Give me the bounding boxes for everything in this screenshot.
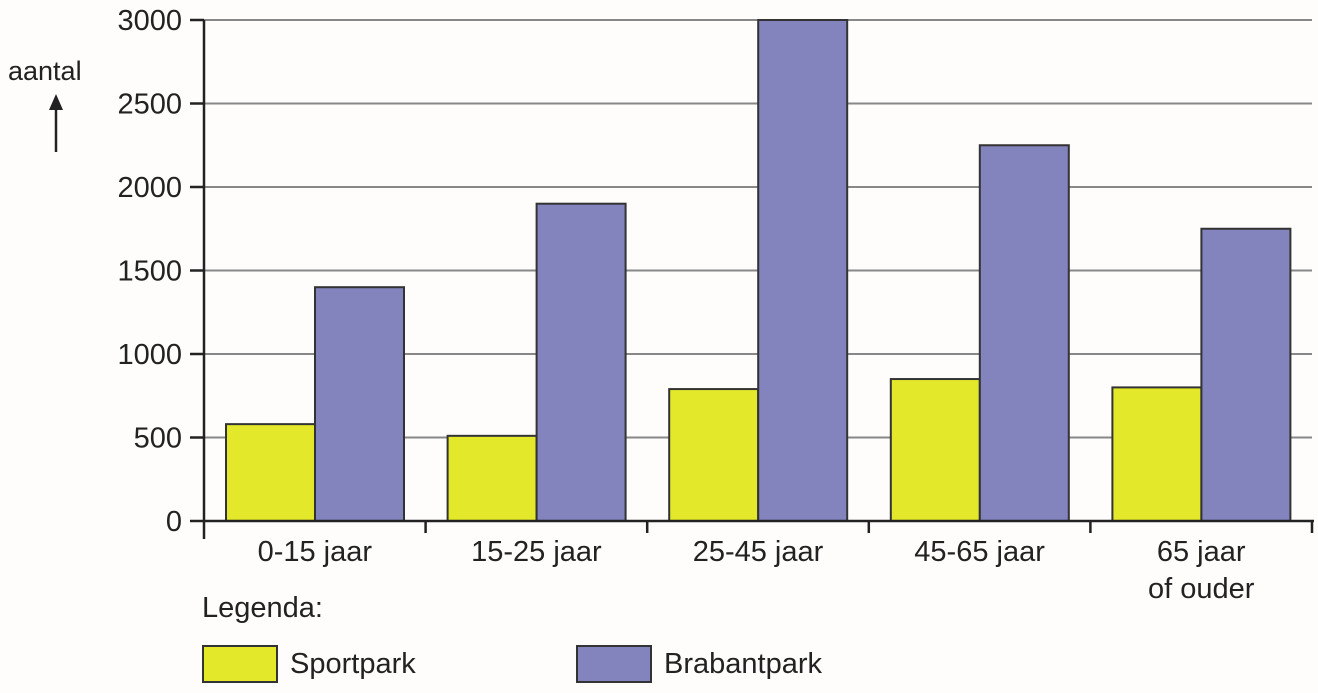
x-category-label: 25-45 jaar [693,536,824,568]
y-tick-label: 2000 [117,172,182,204]
x-category-labels: 0-15 jaar 15-25 jaar 25-45 jaar 45-65 jaar 6… [258,536,1255,605]
y-tick-labels: 0 500 1000 1500 2000 2500 3000 [117,5,182,538]
y-tick-label: 500 [134,423,182,455]
legend-swatch-brabantpark [576,645,652,683]
x-category-label: 45-65 jaar [914,536,1045,568]
bar-sportpark [225,423,316,523]
bar-sportpark [446,434,538,522]
x-category-label: 15-25 jaar [471,536,602,568]
bar-brabantpark [1200,227,1292,522]
bar-brabantpark [757,19,849,522]
bar-brabantpark [314,286,405,523]
bar-brabantpark [978,144,1070,522]
bar-brabantpark [535,202,627,522]
legend-title: Legenda: [202,592,323,624]
legend-label: Brabantpark [664,647,822,680]
y-tick-label: 1500 [117,256,182,288]
legend-item-sportpark: Sportpark [202,644,416,684]
bar-sportpark [1111,386,1203,522]
x-category-label: of ouder [1148,573,1255,605]
x-category-label: 65 jaar [1157,536,1246,568]
bar-sportpark [889,378,981,522]
y-tick-label: 1000 [117,339,182,371]
bar-sportpark [668,388,760,522]
legend-item-brabantpark: Brabantpark [576,644,822,684]
legend-label: Sportpark [290,647,416,680]
legend-swatch-sportpark [202,645,278,683]
axes [190,18,1314,539]
y-axis-title: aantal [8,56,82,86]
y-tick-label: 2500 [117,89,182,121]
x-category-label: 0-15 jaar [258,536,373,568]
y-tick-label: 3000 [117,5,182,37]
y-axis-label: aantal [8,56,82,152]
arrow-up-icon [49,94,63,152]
y-tick-label: 0 [166,506,182,538]
bars [225,19,1292,523]
